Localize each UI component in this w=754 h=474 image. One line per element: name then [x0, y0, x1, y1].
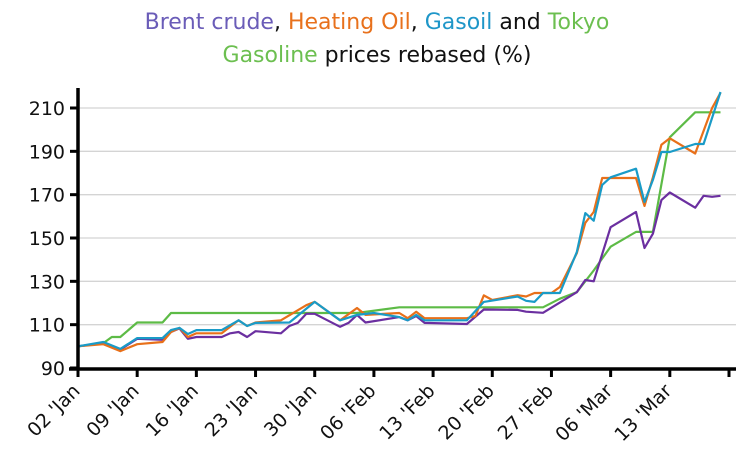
series-line-gasoil — [77, 91, 722, 350]
series-line-tokyo-gasoline — [77, 111, 721, 348]
y-tick-label: 110 — [29, 315, 65, 337]
series-lines — [77, 91, 722, 353]
chart-title: Brent crude, Heating Oil, Gasoil and Tok… — [0, 6, 754, 72]
title-part: Heating Oil — [287, 10, 411, 35]
title-part: , — [410, 10, 425, 35]
x-tick-label: 13 'Mar — [610, 380, 676, 446]
title-part: Brent crude — [144, 10, 274, 35]
y-tick-label: 170 — [29, 185, 65, 207]
y-tick-label: 150 — [29, 228, 65, 250]
x-tick-label: 06 'Feb — [316, 380, 380, 444]
x-tick-label: 30 'Jan — [260, 380, 321, 441]
title-part: prices rebased (%) — [317, 43, 532, 68]
x-tick-label: 02 'Jan — [23, 380, 84, 441]
x-tick-label: 27 'Feb — [494, 380, 558, 444]
y-tick-label: 130 — [29, 271, 65, 293]
x-tick-label: 09 'Jan — [82, 380, 143, 441]
title-part: Tokyo — [547, 10, 610, 35]
x-tick-label: 13 'Feb — [375, 380, 439, 444]
title-part: , — [273, 10, 288, 35]
y-tick-label: 190 — [29, 141, 65, 163]
x-tick-label: 23 'Jan — [201, 380, 262, 441]
x-tick-label: 16 'Jan — [142, 380, 203, 441]
title-part: Gasoline — [222, 43, 318, 68]
title-part: and — [492, 10, 548, 35]
y-tick-label: 90 — [41, 358, 65, 380]
x-tick-label: 20 'Feb — [434, 380, 498, 444]
y-tick-label: 210 — [29, 98, 65, 120]
series-line-brent-crude — [77, 191, 721, 351]
series-line-heating-oil — [77, 92, 722, 353]
x-tick-label: 06 'Mar — [551, 380, 617, 446]
title-part: Gasoil — [424, 10, 493, 35]
